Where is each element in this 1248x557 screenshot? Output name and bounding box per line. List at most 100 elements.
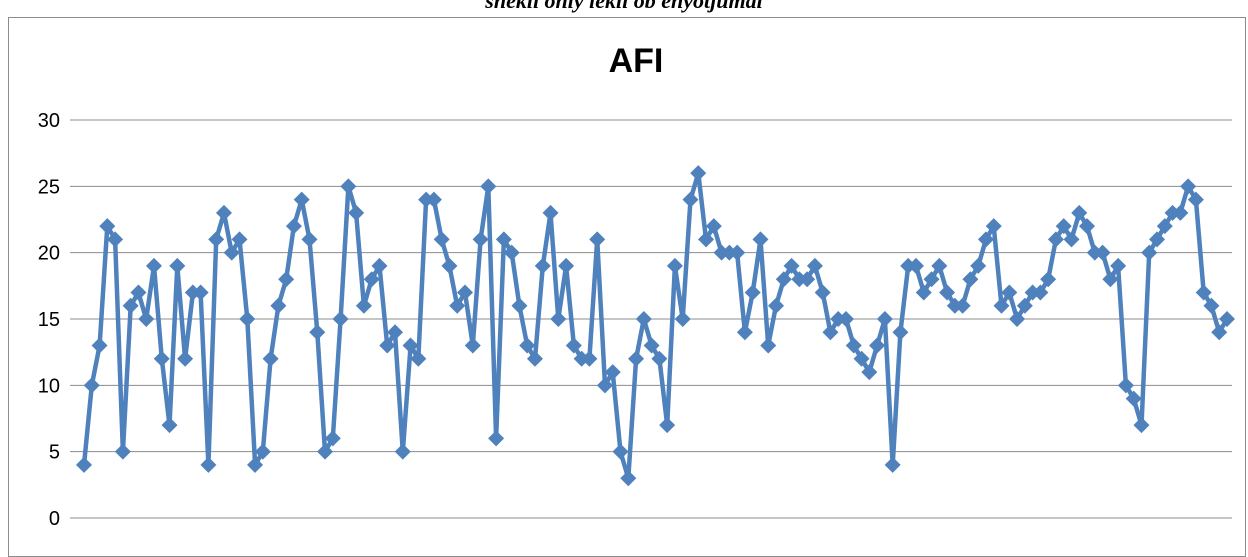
series-line <box>81 170 1229 481</box>
data-point <box>1055 218 1072 235</box>
data-point <box>161 417 178 434</box>
data-point <box>1117 377 1134 394</box>
data-point <box>254 443 271 460</box>
data-point <box>215 204 232 221</box>
data-point <box>954 297 971 314</box>
data-point <box>239 311 256 327</box>
data-point <box>324 430 341 447</box>
data-point <box>122 297 139 314</box>
data-point <box>99 218 116 235</box>
data-point <box>441 257 458 274</box>
data-point <box>635 311 652 327</box>
data-point <box>1203 297 1220 314</box>
data-point <box>270 297 287 314</box>
data-point <box>340 178 357 195</box>
y-tick-label: 30 <box>38 110 60 132</box>
y-tick-label: 20 <box>38 243 60 265</box>
afi-line-chart: AFI 0 5 10 15 20 25 30 <box>38 42 1235 530</box>
data-point <box>293 191 310 208</box>
data-point <box>907 257 924 274</box>
data-point <box>488 430 505 447</box>
data-point <box>526 350 543 367</box>
data-point <box>433 231 450 248</box>
data-point <box>177 350 194 367</box>
data-point <box>285 218 302 235</box>
data-point <box>705 218 722 235</box>
data-point <box>822 324 839 341</box>
data-point <box>387 324 404 341</box>
data-point <box>1187 191 1204 208</box>
data-point <box>1047 231 1064 248</box>
data-point <box>869 337 886 354</box>
y-tick-label: 0 <box>49 508 60 530</box>
data-point <box>838 311 854 327</box>
data-point <box>1125 390 1142 407</box>
data-point <box>363 271 380 288</box>
data-point <box>114 443 131 460</box>
data-point <box>892 324 909 341</box>
data-point <box>736 324 753 341</box>
data-point <box>962 271 979 288</box>
data-point <box>970 257 987 274</box>
data-point <box>247 456 264 473</box>
data-point <box>519 337 536 354</box>
y-tick-label: 10 <box>38 375 60 397</box>
series-afi <box>76 165 1235 487</box>
data-point <box>1009 311 1026 327</box>
data-point <box>457 284 473 301</box>
data-point <box>1032 284 1049 301</box>
data-point <box>76 456 92 473</box>
data-point <box>651 350 668 367</box>
data-point <box>130 284 147 301</box>
data-point <box>628 350 645 367</box>
data-point <box>690 165 707 182</box>
data-point <box>768 297 785 314</box>
data-point <box>744 284 761 301</box>
data-point <box>884 456 901 473</box>
data-point <box>783 257 800 274</box>
data-point <box>550 311 567 327</box>
data-point <box>425 191 442 208</box>
data-point <box>309 324 326 341</box>
data-point <box>169 257 186 274</box>
data-point <box>1094 244 1111 261</box>
data-point <box>1219 311 1235 327</box>
data-point <box>301 231 318 248</box>
data-point <box>480 178 497 195</box>
data-point <box>83 377 100 394</box>
data-point <box>1133 417 1150 434</box>
page-caption: shekli ohly lekli ob ehyotjumal <box>485 0 763 13</box>
data-point <box>1016 297 1033 314</box>
data-point <box>845 337 862 354</box>
data-point <box>332 311 349 327</box>
data-point <box>931 257 948 274</box>
data-point <box>192 284 209 301</box>
data-point <box>806 257 823 274</box>
data-point <box>449 297 466 314</box>
data-point <box>915 284 932 301</box>
data-point <box>1110 257 1127 274</box>
data-point <box>752 231 769 248</box>
data-point <box>1001 284 1018 301</box>
data-point <box>775 271 792 288</box>
data-point <box>581 350 598 367</box>
data-point <box>612 443 629 460</box>
data-point <box>379 337 396 354</box>
y-tick-label: 25 <box>38 176 60 198</box>
data-point <box>659 417 676 434</box>
data-point <box>729 244 746 261</box>
data-point <box>760 337 777 354</box>
data-point <box>1180 178 1197 195</box>
data-point <box>355 297 372 314</box>
data-point <box>145 257 162 274</box>
data-point <box>410 350 427 367</box>
data-point <box>565 337 582 354</box>
data-point <box>939 284 956 301</box>
data-point <box>1156 218 1173 235</box>
data-point <box>495 231 512 248</box>
data-point <box>107 231 124 248</box>
gridlines <box>70 119 1232 519</box>
data-point <box>1079 218 1096 235</box>
data-point <box>814 284 831 301</box>
data-point <box>511 297 528 314</box>
